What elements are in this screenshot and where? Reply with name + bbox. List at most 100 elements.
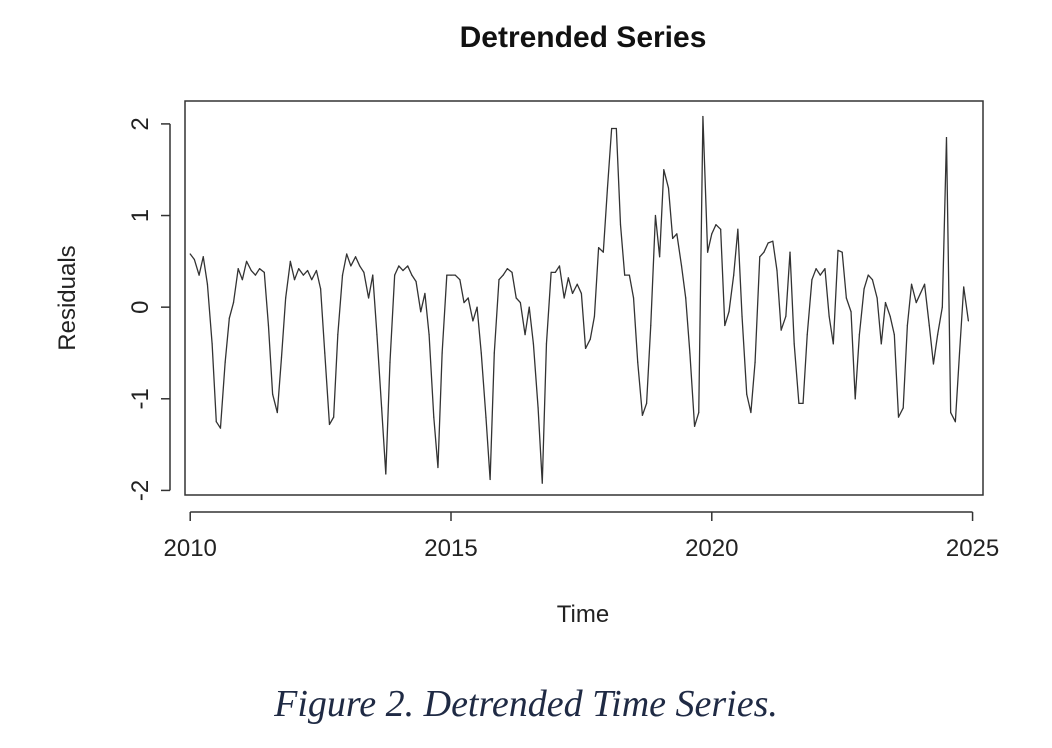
data-point xyxy=(359,265,361,267)
data-point xyxy=(628,274,630,276)
data-point xyxy=(693,425,696,427)
data-point xyxy=(919,292,922,295)
data-point xyxy=(367,297,370,299)
figure-caption: Figure 2. Detrended Time Series. xyxy=(274,683,778,725)
data-point xyxy=(637,361,639,363)
x-tick-label: 2015 xyxy=(424,535,477,562)
data-point xyxy=(767,242,769,244)
data-point xyxy=(446,274,448,276)
data-point xyxy=(884,301,887,304)
data-point xyxy=(733,274,735,276)
data-point xyxy=(519,301,521,304)
data-point xyxy=(867,274,869,276)
data-point xyxy=(415,280,417,283)
data-point xyxy=(806,334,808,336)
data-point xyxy=(567,277,569,279)
data-point xyxy=(202,256,204,258)
data-point xyxy=(667,187,670,189)
data-point xyxy=(211,343,213,345)
data-point xyxy=(576,283,578,285)
data-point xyxy=(715,224,717,226)
data-point xyxy=(563,297,565,299)
data-point xyxy=(215,421,217,423)
data-point xyxy=(850,311,852,313)
data-point xyxy=(424,292,426,295)
data-point xyxy=(437,466,439,469)
series-line xyxy=(189,115,970,484)
data-point xyxy=(589,338,591,340)
y-tick-label: -1 xyxy=(127,388,154,409)
x-tick-label: 2020 xyxy=(685,535,738,562)
data-point xyxy=(502,274,504,276)
data-point xyxy=(228,317,230,319)
data-point xyxy=(354,256,357,258)
data-point xyxy=(602,251,604,253)
data-point xyxy=(280,356,283,359)
y-axis: -2 -1 0 1 2 xyxy=(127,117,171,501)
data-point xyxy=(785,315,787,317)
data-point xyxy=(897,416,900,418)
data-point xyxy=(311,279,313,281)
data-point xyxy=(385,473,387,475)
data-point xyxy=(545,343,548,345)
data-point xyxy=(528,306,530,308)
data-point xyxy=(698,411,700,414)
data-point xyxy=(541,482,543,484)
data-point xyxy=(707,251,709,253)
data-point xyxy=(511,271,513,273)
data-point xyxy=(480,352,482,354)
data-point xyxy=(498,279,500,281)
data-point xyxy=(702,115,704,118)
data-point xyxy=(463,301,465,304)
data-point xyxy=(189,253,191,255)
data-point xyxy=(341,274,344,276)
data-point xyxy=(302,274,304,276)
data-point xyxy=(754,361,756,363)
data-point xyxy=(611,127,613,130)
data-point xyxy=(237,268,239,270)
data-point xyxy=(772,240,774,242)
data-point xyxy=(315,269,318,272)
data-point xyxy=(645,402,648,404)
data-point xyxy=(472,320,474,322)
data-point xyxy=(958,352,961,354)
data-point xyxy=(720,228,722,230)
data-point xyxy=(928,324,930,327)
data-point xyxy=(328,423,331,426)
data-point xyxy=(945,137,948,139)
data-point xyxy=(337,334,339,336)
data-point xyxy=(241,279,243,281)
x-axis-label: Time xyxy=(557,601,609,628)
data-point xyxy=(741,315,743,317)
data-point xyxy=(780,329,782,331)
data-point xyxy=(802,402,804,404)
detrended-series-chart: Detrended Series 2010 2015 2020 2025 -2 -1 0 1… xyxy=(54,21,999,628)
data-point xyxy=(858,334,860,336)
series-layer xyxy=(189,115,970,484)
data-point xyxy=(550,271,552,273)
data-point xyxy=(654,214,657,217)
data-point xyxy=(263,271,265,273)
data-point xyxy=(841,251,843,253)
data-point xyxy=(376,334,378,336)
data-point xyxy=(950,411,952,414)
data-point xyxy=(402,269,404,272)
data-point xyxy=(394,274,396,276)
data-point xyxy=(789,251,791,253)
chart-title: Detrended Series xyxy=(460,21,707,54)
data-point xyxy=(689,352,691,354)
data-point xyxy=(454,274,456,276)
data-point xyxy=(967,320,969,322)
data-point xyxy=(515,297,517,299)
plot-frame xyxy=(184,100,984,496)
data-point xyxy=(372,274,374,276)
data-point xyxy=(954,421,956,423)
data-point xyxy=(889,315,891,317)
data-point xyxy=(650,324,652,327)
data-point xyxy=(306,269,309,272)
y-tick-label: 1 xyxy=(127,209,154,222)
data-point xyxy=(524,334,526,336)
data-point xyxy=(750,411,752,414)
data-point xyxy=(267,324,270,327)
data-point xyxy=(333,416,335,418)
